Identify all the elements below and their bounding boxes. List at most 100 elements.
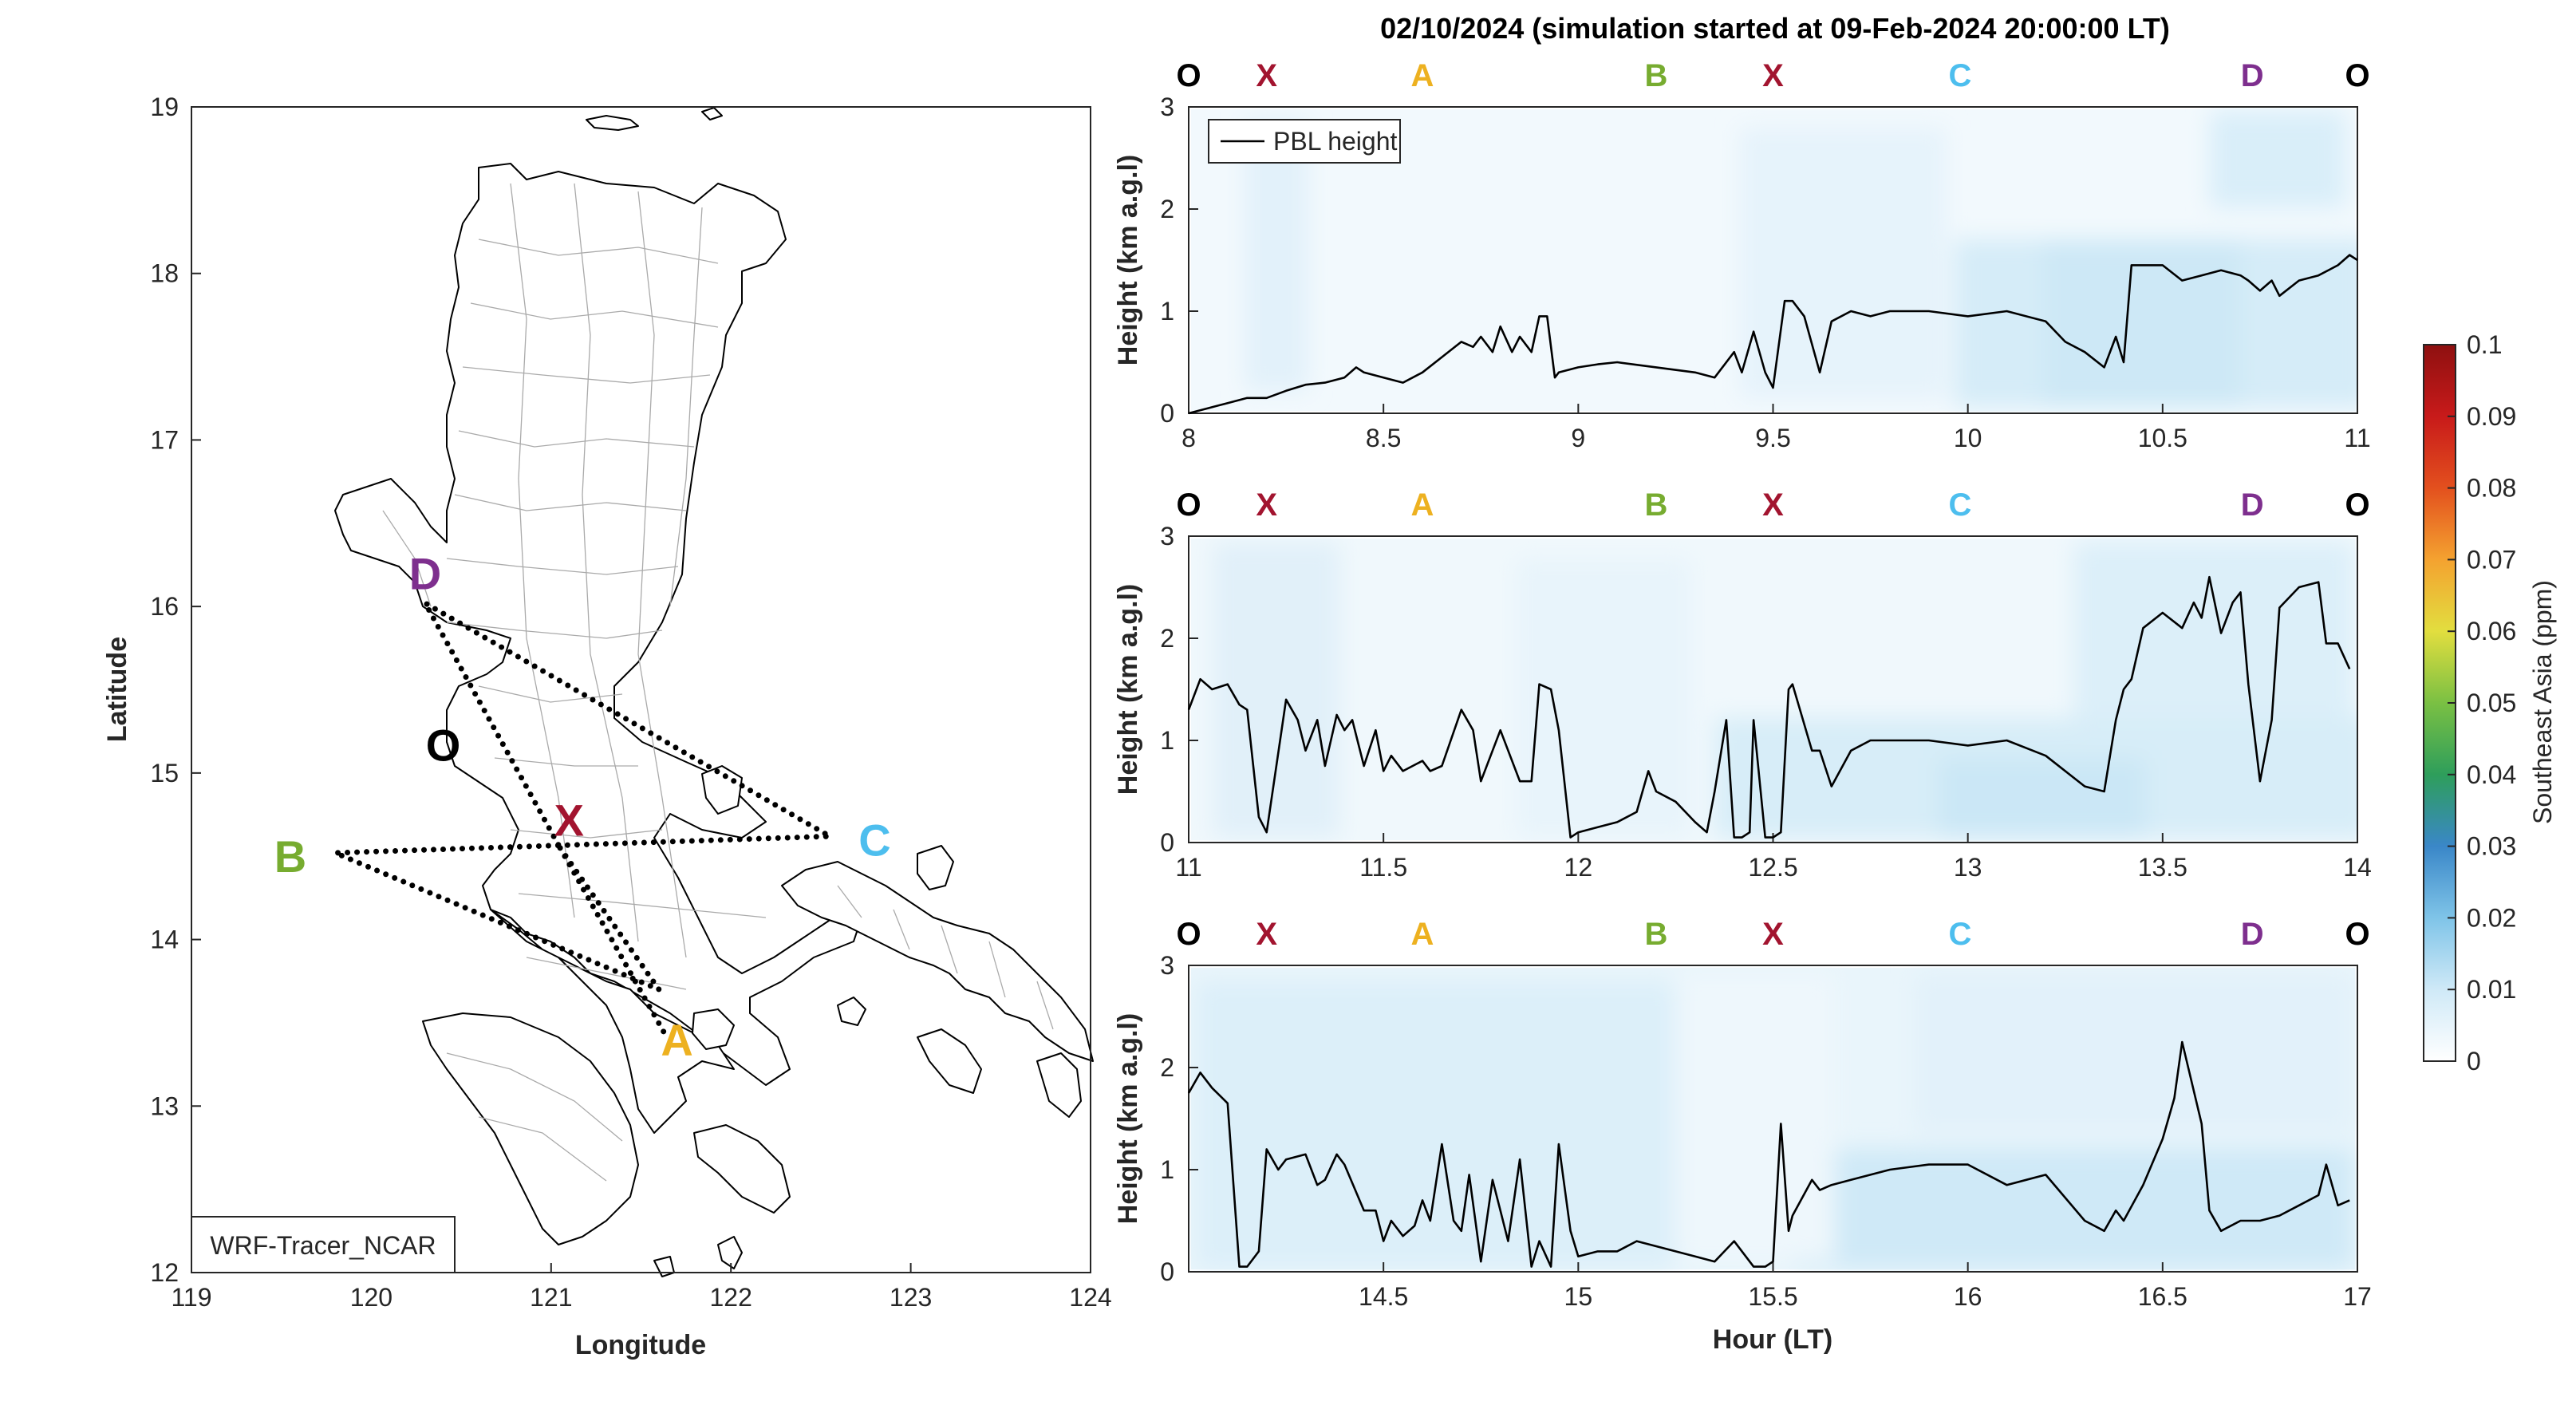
segment-label-o: O [1176, 58, 1201, 93]
segment-label-o: O [1176, 917, 1201, 952]
x-tick-label: 16 [1954, 1282, 1982, 1311]
y-axis-label-2: Height (km a.g.l) [1113, 584, 1143, 795]
segment-label-a: A [1411, 487, 1434, 523]
x-tick-label: 9 [1571, 424, 1585, 452]
map-x-axis-label: Longitude [575, 1330, 706, 1360]
segment-label-b: B [1645, 58, 1668, 93]
pbl-series-2 [1187, 575, 2351, 839]
map-panel: O X A B C D 119 120 121 122 123 124 12 13 14 15 16 17 18… [102, 93, 1112, 1360]
model-label: WRF-Tracer_NCAR [210, 1231, 436, 1260]
pbl-height-line [1187, 575, 2351, 839]
x-tick-label: 15.5 [1748, 1282, 1797, 1311]
segment-label-a: A [1411, 917, 1434, 952]
map-y-tick-label: 13 [150, 1091, 179, 1120]
x-tick-label: 11 [2344, 424, 2370, 452]
map-x-tick-label: 120 [350, 1283, 393, 1312]
segment-label-c: C [1948, 58, 1971, 93]
segment-label-a: A [1411, 58, 1434, 93]
luzon-landmass [334, 107, 1094, 1277]
x-tick-label: 15 [1564, 1282, 1593, 1311]
concentration-shading-2 [1191, 539, 2357, 840]
colorbar-tick-label: 0.1 [2467, 330, 2502, 359]
x-tick-label: 17 [2343, 1282, 2372, 1311]
segment-label-x: X [1256, 487, 1277, 523]
x-ticks-1: 8 8.5 9 9.5 10 10.5 11 [1181, 404, 2371, 452]
segment-label-o: O [1176, 487, 1201, 523]
y-tick-label: 2 [1160, 1053, 1174, 1082]
colorbar-tick-label: 0.09 [2467, 402, 2516, 431]
segment-label-x: X [1762, 487, 1784, 523]
colorbar-tick-label: 0.04 [2467, 760, 2516, 789]
x-ticks-2: 11 11.5 12 12.5 13 13.5 14 [1175, 833, 2372, 882]
x-tick-label: 9.5 [1755, 424, 1790, 452]
chart-title: 02/10/2024 (simulation started at 09-Feb… [1380, 12, 2170, 45]
map-y-axis-label: Latitude [102, 637, 132, 742]
pbl-panel-1: O X A B X C D O 8 8.5 9 9.5 10 10.5 11 0 1 2 3 Height (k… [1113, 58, 2371, 452]
y-axis-label-1: Height (km a.g.l) [1113, 155, 1143, 365]
colorbar: 0 0.01 0.02 0.03 0.04 0.05 0.06 0.07 0.08 0.09 0.1… [2423, 330, 2557, 1076]
map-x-tick-label: 121 [530, 1283, 572, 1312]
segment-label-x: X [1256, 58, 1277, 93]
x-tick-label: 12.5 [1748, 853, 1797, 882]
y-tick-label: 0 [1160, 399, 1174, 428]
pbl-height-line [1187, 1040, 2350, 1268]
segment-label-d: D [2241, 917, 2264, 952]
route-point-d: D [409, 548, 441, 598]
colorbar-ticks: 0 0.01 0.02 0.03 0.04 0.05 0.06 0.07 0.08 0.09 0.1 [2448, 330, 2516, 1076]
y-ticks-1: 0 1 2 3 [1160, 93, 1198, 428]
route-point-a: A [661, 1015, 692, 1065]
route-path [333, 595, 840, 997]
map-x-tick-label: 123 [890, 1283, 932, 1312]
map-y-tick-label: 19 [150, 93, 179, 121]
municipal-boundaries [382, 183, 1054, 1182]
y-tick-label: 0 [1160, 828, 1174, 857]
segment-label-x: X [1762, 58, 1784, 93]
y-tick-label: 3 [1160, 93, 1174, 121]
pbl-series-3 [1187, 1040, 2350, 1268]
segment-label-b: B [1645, 917, 1668, 952]
pbl-panel-3: O X A B X C D O 14.5 15 15.5 16 16.5 17 0 1 2 3 Height … [1113, 917, 2372, 1355]
y-tick-label: 2 [1160, 624, 1174, 653]
segment-label-c: C [1948, 487, 1971, 523]
map-y-tick-label: 15 [150, 759, 179, 787]
x-tick-label: 12 [1564, 853, 1593, 882]
y-tick-label: 1 [1160, 726, 1174, 755]
legend: PBL height [1208, 119, 1401, 164]
route-point-o: O [426, 720, 461, 770]
y-ticks-2: 0 1 2 3 [1160, 522, 1198, 857]
segment-label-c: C [1948, 917, 1971, 952]
y-ticks-3: 0 1 2 3 [1160, 951, 1198, 1286]
colorbar-tick-label: 0.05 [2467, 689, 2516, 717]
x-axis-label: Hour (LT) [1713, 1324, 1832, 1355]
map-y-ticks: 12 13 14 15 16 17 18 19 [150, 93, 201, 1287]
segment-label-x: X [1762, 917, 1784, 952]
model-label-box: WRF-Tracer_NCAR [191, 1216, 456, 1273]
map-x-tick-label: 119 [171, 1283, 211, 1312]
segment-label-o: O [2345, 487, 2369, 523]
y-tick-label: 3 [1160, 522, 1174, 551]
x-tick-label: 11.5 [1359, 853, 1407, 882]
colorbar-tick-label: 0.01 [2467, 975, 2516, 1004]
map-x-ticks: 119 120 121 122 123 124 [171, 1263, 1112, 1312]
y-axis-label-3: Height (km a.g.l) [1113, 1013, 1143, 1224]
route-point-b: B [274, 831, 306, 882]
route-point-c: C [858, 815, 890, 865]
y-tick-label: 2 [1160, 195, 1174, 223]
map-x-tick-label: 124 [1069, 1283, 1111, 1312]
x-tick-label: 8.5 [1366, 424, 1401, 452]
x-ticks-3: 14.5 15 15.5 16 16.5 17 [1359, 1262, 2372, 1311]
segment-label-b: B [1645, 487, 1668, 523]
pbl-height-line [1188, 254, 2358, 415]
y-tick-label: 1 [1160, 1155, 1174, 1184]
route-path-extra [557, 845, 671, 1043]
x-tick-label: 13 [1954, 853, 1982, 882]
segment-label-x: X [1256, 917, 1277, 952]
y-tick-label: 1 [1160, 297, 1174, 326]
legend-label: PBL height [1273, 127, 1397, 156]
x-tick-label: 13.5 [2138, 853, 2187, 882]
colorbar-label: Southeast Asia (ppm) [2528, 580, 2557, 824]
